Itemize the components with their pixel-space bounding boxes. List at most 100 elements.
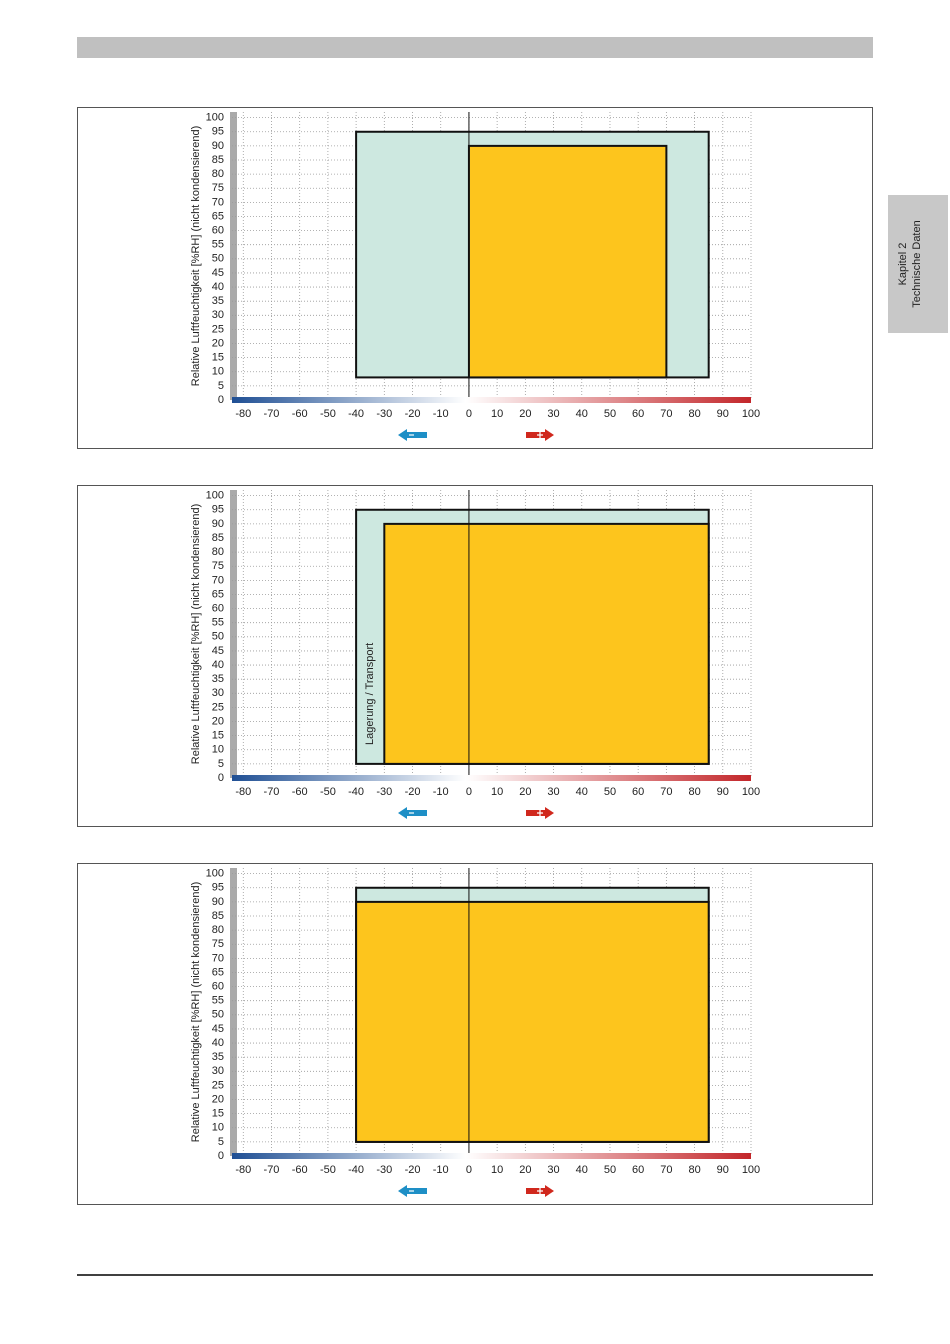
x-tick-label: -10 — [433, 1164, 449, 1176]
y-tick-label: 0 — [218, 1150, 224, 1162]
x-tick-label: -20 — [405, 408, 421, 420]
x-tick-label: -10 — [433, 786, 449, 798]
x-tick-label: 10 — [491, 1164, 503, 1176]
y-tick-label: 40 — [212, 281, 224, 293]
temperature-bar — [232, 397, 751, 403]
y-tick-label: 15 — [212, 352, 224, 364]
x-tick-label: 70 — [660, 1164, 672, 1176]
range-area — [383, 522, 710, 765]
x-tick-label: 100 — [742, 1164, 760, 1176]
y-tick-label: 55 — [212, 617, 224, 629]
y-tick-label: 75 — [212, 938, 224, 950]
x-tick-label: -50 — [320, 786, 336, 798]
x-tick-label: -70 — [264, 408, 280, 420]
side-tab-line: Kapitel 2 — [897, 243, 909, 286]
y-tick-label: 55 — [212, 995, 224, 1007]
x-tick-label: -70 — [264, 1164, 280, 1176]
x-tick-label: 60 — [632, 408, 644, 420]
y-tick-label: 65 — [212, 966, 224, 978]
y-tick-label: 85 — [212, 154, 224, 166]
warm-sign — [537, 1188, 543, 1194]
x-tick-label: 40 — [576, 786, 588, 798]
y-tick-label: 35 — [212, 295, 224, 307]
y-tick-label: 40 — [212, 1037, 224, 1049]
y-tick-label: 95 — [212, 504, 224, 516]
y-tick-label: 5 — [218, 758, 224, 770]
temperature-bar — [232, 775, 751, 781]
x-tick-label: -80 — [235, 786, 251, 798]
y-axis-label: Relative Luftfeuchtigkeit [%RH] (nicht k… — [190, 882, 202, 1142]
y-tick-label: 15 — [212, 1108, 224, 1120]
x-tick-label: -40 — [348, 1164, 364, 1176]
y-tick-label: 65 — [212, 210, 224, 222]
y-tick-label: 60 — [212, 602, 224, 614]
y-tick-label: 30 — [212, 309, 224, 321]
side-tab — [888, 195, 948, 333]
x-tick-label: 50 — [604, 408, 616, 420]
y-tick-label: 100 — [206, 490, 224, 502]
temperature-bar — [232, 1153, 751, 1159]
y-tick-label: 70 — [212, 952, 224, 964]
y-tick-label: 70 — [212, 574, 224, 586]
y-tick-label: 100 — [206, 868, 224, 880]
y-tick-label: 90 — [212, 140, 224, 152]
x-tick-label: 30 — [547, 1164, 559, 1176]
x-tick-label: -50 — [320, 408, 336, 420]
y-tick-label: 25 — [212, 323, 224, 335]
x-tick-label: 0 — [466, 1164, 472, 1176]
y-tick-label: 50 — [212, 253, 224, 265]
y-tick-label: 40 — [212, 659, 224, 671]
y-tick-label: 5 — [218, 380, 224, 392]
x-tick-label: 10 — [491, 786, 503, 798]
y-tick-label: 10 — [212, 744, 224, 756]
x-tick-label: 90 — [717, 408, 729, 420]
y-tick-label: 30 — [212, 687, 224, 699]
y-tick-label: 95 — [212, 126, 224, 138]
y-tick-label: 65 — [212, 588, 224, 600]
y-tick-label: 25 — [212, 701, 224, 713]
x-tick-label: 90 — [717, 1164, 729, 1176]
y-tick-label: 80 — [212, 546, 224, 558]
y-tick-label: 90 — [212, 518, 224, 530]
x-tick-label: 90 — [717, 786, 729, 798]
x-tick-label: -30 — [376, 786, 392, 798]
x-tick-label: 20 — [519, 408, 531, 420]
y-tick-label: 100 — [206, 112, 224, 124]
y-tick-label: 90 — [212, 896, 224, 908]
x-tick-label: 70 — [660, 408, 672, 420]
warm-sign — [537, 432, 543, 438]
warm-sign — [537, 810, 543, 816]
y-axis-label: Relative Luftfeuchtigkeit [%RH] (nicht k… — [190, 504, 202, 764]
y-tick-label: 0 — [218, 394, 224, 406]
x-tick-label: 60 — [632, 786, 644, 798]
x-tick-label: -40 — [348, 408, 364, 420]
y-tick-label: 10 — [212, 1122, 224, 1134]
y-axis-label: Relative Luftfeuchtigkeit [%RH] (nicht k… — [190, 126, 202, 386]
y-axis-strip — [230, 868, 237, 1156]
chart-box — [77, 107, 873, 449]
x-tick-label: 80 — [688, 786, 700, 798]
x-tick-label: 10 — [491, 408, 503, 420]
range-area — [355, 900, 710, 1143]
x-tick-label: -60 — [292, 1164, 308, 1176]
chart-box — [77, 485, 873, 827]
y-tick-label: 30 — [212, 1065, 224, 1077]
x-tick-label: 0 — [466, 408, 472, 420]
x-tick-label: 50 — [604, 786, 616, 798]
x-tick-label: 80 — [688, 408, 700, 420]
x-tick-label: -20 — [405, 786, 421, 798]
y-tick-label: 50 — [212, 1009, 224, 1021]
y-tick-label: 0 — [218, 772, 224, 784]
x-tick-label: -50 — [320, 1164, 336, 1176]
x-tick-label: -10 — [433, 408, 449, 420]
y-tick-label: 80 — [212, 924, 224, 936]
y-tick-label: 5 — [218, 1136, 224, 1148]
y-tick-label: 60 — [212, 224, 224, 236]
x-tick-label: 80 — [688, 1164, 700, 1176]
x-tick-label: -60 — [292, 786, 308, 798]
y-tick-label: 75 — [212, 182, 224, 194]
x-tick-label: 60 — [632, 1164, 644, 1176]
y-tick-label: 50 — [212, 631, 224, 643]
side-tab-line: Technische Daten — [911, 220, 923, 307]
x-tick-label: 30 — [547, 786, 559, 798]
